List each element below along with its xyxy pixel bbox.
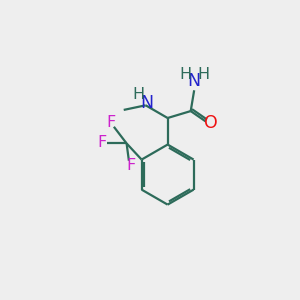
Text: N: N — [140, 94, 153, 112]
Text: O: O — [204, 114, 218, 132]
Text: F: F — [127, 158, 136, 173]
Text: H: H — [132, 87, 144, 102]
Text: F: F — [97, 136, 106, 151]
Text: H: H — [197, 67, 209, 82]
Text: F: F — [106, 115, 116, 130]
Text: H: H — [179, 67, 191, 82]
Text: N: N — [188, 72, 201, 90]
